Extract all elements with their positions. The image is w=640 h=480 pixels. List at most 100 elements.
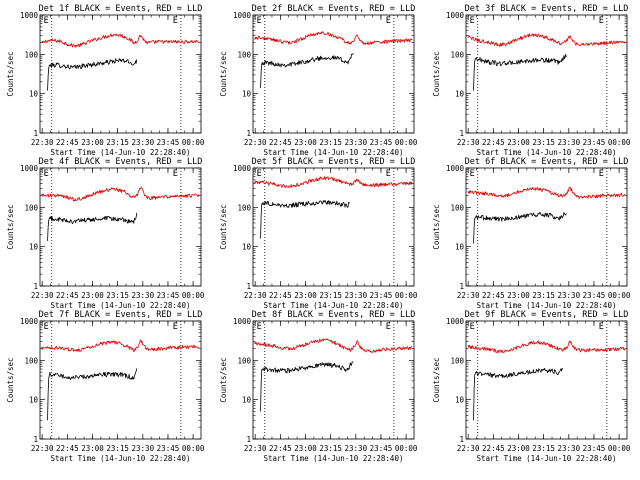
x-tick-label: 23:45 xyxy=(583,444,606,453)
panel-title: Det 2f BLACK = Events, RED = LLD xyxy=(252,4,416,14)
plot-frame xyxy=(465,14,628,134)
x-tick-label: 00:00 xyxy=(182,138,205,147)
panel-title: Det 9f BLACK = Events, RED = LLD xyxy=(465,310,629,320)
x-axis-label: Start Time (14-Jun-10 22:28:40) xyxy=(51,454,191,463)
plot-frame xyxy=(252,14,415,134)
y-tick-label: 100 xyxy=(24,203,38,212)
x-tick-label: 22:45 xyxy=(482,444,505,453)
x-tick-label: 23:30 xyxy=(132,444,155,453)
lld-rate-line xyxy=(254,176,413,189)
y-tick-label: 10 xyxy=(29,396,39,405)
x-tick-label: 23:00 xyxy=(507,138,530,147)
panel-title: Det 6f BLACK = Events, RED = LLD xyxy=(465,157,629,167)
y-tick-label: 100 xyxy=(237,356,251,365)
x-axis-label: Start Time (14-Jun-10 22:28:40) xyxy=(264,301,404,310)
x-tick-label: 22:45 xyxy=(482,138,505,147)
y-tick-label: 10 xyxy=(455,396,465,405)
y-tick-label: 1000 xyxy=(233,11,252,20)
lld-rate-line xyxy=(41,186,200,202)
x-tick-label: 23:45 xyxy=(157,291,180,300)
x-axis-label: Start Time (14-Jun-10 22:28:40) xyxy=(477,148,617,157)
plot-frame xyxy=(465,320,628,440)
event-marker-label: E xyxy=(257,322,262,332)
x-tick-label: 22:45 xyxy=(56,444,79,453)
event-marker-label: E xyxy=(386,16,391,26)
panel-det-6f: Det 6f BLACK = Events, RED = LLD Counts/s… xyxy=(432,157,631,310)
x-axis-label: Start Time (14-Jun-10 22:28:40) xyxy=(51,301,191,310)
event-marker-label: E xyxy=(44,169,49,179)
y-tick-label: 1000 xyxy=(446,164,465,173)
x-tick-label: 23:15 xyxy=(106,138,129,147)
panel-det-2f: Det 2f BLACK = Events, RED = LLD Counts/s… xyxy=(219,4,418,157)
events-rate-line xyxy=(47,368,138,421)
x-tick-label: 22:30 xyxy=(244,444,267,453)
y-tick-label: 1000 xyxy=(446,11,465,20)
panel-title: Det 4f BLACK = Events, RED = LLD xyxy=(39,157,203,167)
x-tick-label: 22:30 xyxy=(31,444,54,453)
x-tick-label: 23:00 xyxy=(507,291,530,300)
y-tick-label: 100 xyxy=(237,50,251,59)
event-marker-label: E xyxy=(44,16,49,26)
x-tick-label: 00:00 xyxy=(182,291,205,300)
y-tick-label: 1000 xyxy=(20,11,39,20)
event-marker-label: E xyxy=(173,169,178,179)
y-tick-label: 100 xyxy=(450,50,464,59)
x-tick-label: 22:30 xyxy=(244,291,267,300)
x-axis-label: Start Time (14-Jun-10 22:28:40) xyxy=(51,148,191,157)
y-tick-label: 100 xyxy=(450,356,464,365)
x-tick-label: 00:00 xyxy=(608,444,631,453)
event-marker-label: E xyxy=(173,322,178,332)
x-axis-label: Start Time (14-Jun-10 22:28:40) xyxy=(264,454,404,463)
panel-det-3f: Det 3f BLACK = Events, RED = LLD Counts/s… xyxy=(432,4,631,157)
events-rate-line xyxy=(473,367,564,421)
x-axis-label: Start Time (14-Jun-10 22:28:40) xyxy=(477,301,617,310)
x-tick-label: 23:45 xyxy=(583,291,606,300)
event-marker-label: E xyxy=(257,16,262,26)
x-tick-label: 00:00 xyxy=(395,138,418,147)
y-tick-label: 1 xyxy=(246,282,251,291)
plot-frame xyxy=(39,320,202,440)
x-tick-label: 22:45 xyxy=(56,138,79,147)
lld-rate-line xyxy=(254,338,413,353)
y-tick-label: 10 xyxy=(29,243,39,252)
x-tick-label: 23:00 xyxy=(507,444,530,453)
x-tick-label: 23:30 xyxy=(345,444,368,453)
events-rate-line xyxy=(473,53,567,91)
x-tick-label: 23:15 xyxy=(319,138,342,147)
x-tick-label: 00:00 xyxy=(608,138,631,147)
event-marker-label: E xyxy=(386,322,391,332)
x-tick-label: 22:30 xyxy=(457,291,480,300)
x-tick-label: 23:00 xyxy=(294,138,317,147)
panel-det-4f: Det 4f BLACK = Events, RED = LLD Counts/s… xyxy=(6,157,205,310)
events-rate-line xyxy=(260,361,354,412)
plot-frame xyxy=(39,167,202,287)
y-axis-label: Counts/sec xyxy=(219,204,228,249)
x-tick-label: 23:15 xyxy=(532,291,555,300)
x-tick-label: 00:00 xyxy=(182,444,205,453)
y-tick-label: 100 xyxy=(237,203,251,212)
x-tick-label: 22:45 xyxy=(482,291,505,300)
x-tick-label: 23:00 xyxy=(81,138,104,147)
x-tick-label: 23:30 xyxy=(345,291,368,300)
panel-title: Det 7f BLACK = Events, RED = LLD xyxy=(39,310,203,320)
lld-rate-line xyxy=(41,339,200,353)
y-tick-label: 10 xyxy=(455,243,465,252)
x-tick-label: 00:00 xyxy=(395,444,418,453)
x-tick-label: 22:30 xyxy=(31,291,54,300)
lld-rate-line xyxy=(467,340,626,354)
panel-title: Det 5f BLACK = Events, RED = LLD xyxy=(252,157,416,167)
y-tick-label: 1 xyxy=(459,435,464,444)
event-marker-label: E xyxy=(257,169,262,179)
lld-rate-line xyxy=(41,33,200,48)
y-axis-label: Counts/sec xyxy=(432,51,441,96)
x-tick-label: 23:45 xyxy=(157,444,180,453)
y-tick-label: 100 xyxy=(24,356,38,365)
plot-frame xyxy=(465,167,628,287)
x-tick-label: 00:00 xyxy=(395,291,418,300)
x-tick-label: 23:00 xyxy=(294,291,317,300)
event-marker-label: E xyxy=(470,169,475,179)
y-axis-label: Counts/sec xyxy=(6,51,15,96)
y-tick-label: 1000 xyxy=(20,164,39,173)
